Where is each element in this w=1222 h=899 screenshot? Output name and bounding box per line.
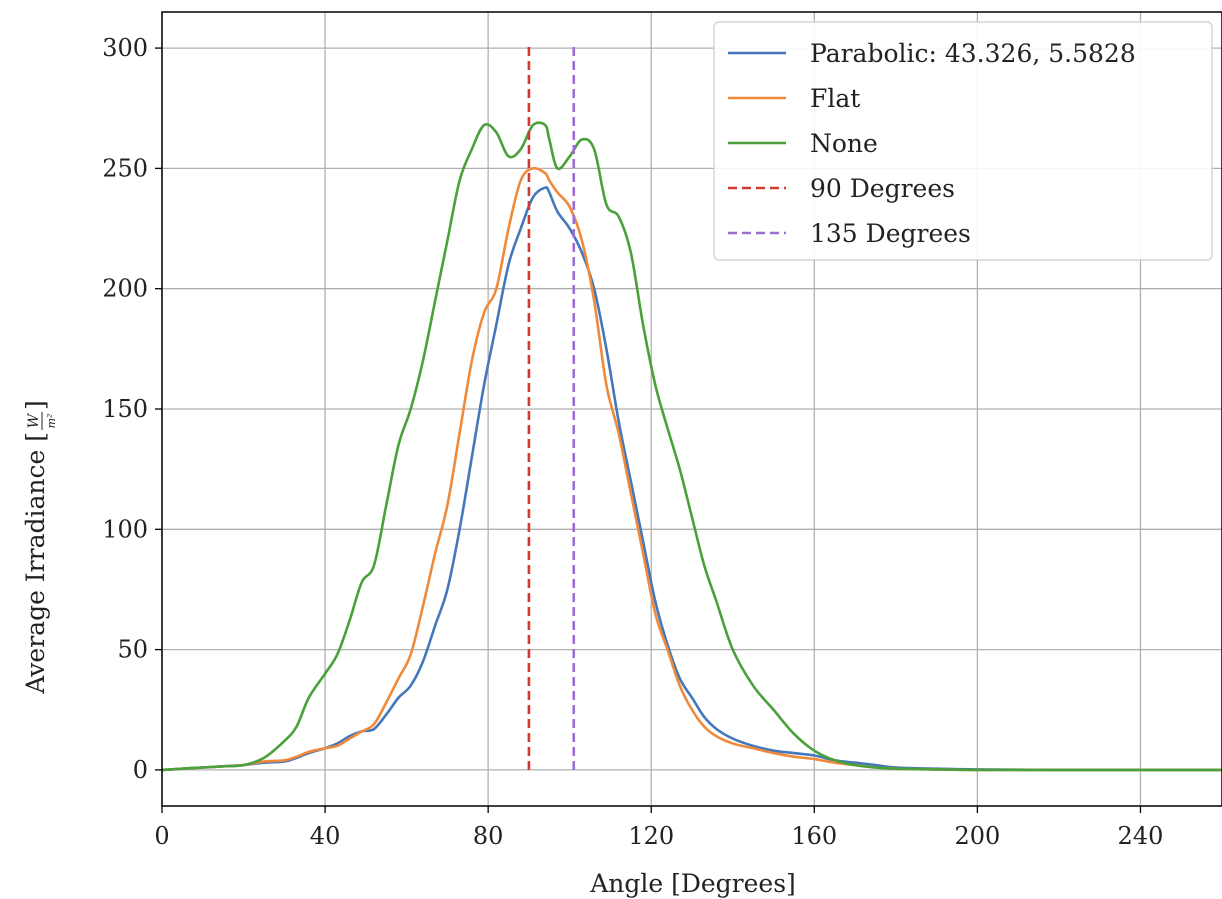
legend-label-135-degrees: 135 Degrees xyxy=(810,219,971,248)
y-ticks: 0 50 100 150 200 250 300 xyxy=(102,34,162,784)
y-tick-label: 150 xyxy=(102,395,148,423)
x-tick-label: 160 xyxy=(791,822,837,850)
series-flat-line xyxy=(161,166,1222,772)
series-layer xyxy=(161,47,1222,772)
svg-text:Average Irradiance [: Average Irradiance [ xyxy=(21,432,50,695)
x-tick-label: 80 xyxy=(473,822,504,850)
legend-label-flat: Flat xyxy=(810,84,860,113)
y-axis-label: Average Irradiance [ W m² ] xyxy=(21,400,58,695)
y-axis-label-close: ] xyxy=(21,400,50,410)
series-none-line xyxy=(161,121,1222,772)
legend-label-90-degrees: 90 Degrees xyxy=(810,174,955,203)
y-tick-label: 0 xyxy=(133,756,148,784)
y-tick-label: 100 xyxy=(102,515,148,543)
x-axis-label: Angle [Degrees] xyxy=(589,869,796,898)
legend: Parabolic: 43.326, 5.5828 Flat None 90 Degr… xyxy=(713,21,1213,261)
y-tick-label: 200 xyxy=(102,275,148,303)
legend-label-none: None xyxy=(810,129,878,158)
x-tick-label: 200 xyxy=(954,822,1000,850)
x-tick-label: 0 xyxy=(154,822,169,850)
x-tick-label: 120 xyxy=(628,822,674,850)
y-tick-label: 50 xyxy=(117,636,148,664)
legend-label-parabolic-43-326-5-5828: Parabolic: 43.326, 5.5828 xyxy=(810,39,1136,68)
y-tick-label: 250 xyxy=(102,154,148,182)
x-tick-label: 240 xyxy=(1118,822,1164,850)
x-ticks: 0 40 80 120 160 200 240 xyxy=(154,806,1163,850)
legend-box xyxy=(713,21,1213,261)
x-tick-label: 40 xyxy=(310,822,341,850)
y-tick-label: 300 xyxy=(102,34,148,62)
y-axis-unit-numerator: W xyxy=(26,412,42,428)
y-axis-unit-denominator: m² xyxy=(45,414,58,429)
y-axis-label-text: Average Irradiance [ xyxy=(21,432,50,695)
